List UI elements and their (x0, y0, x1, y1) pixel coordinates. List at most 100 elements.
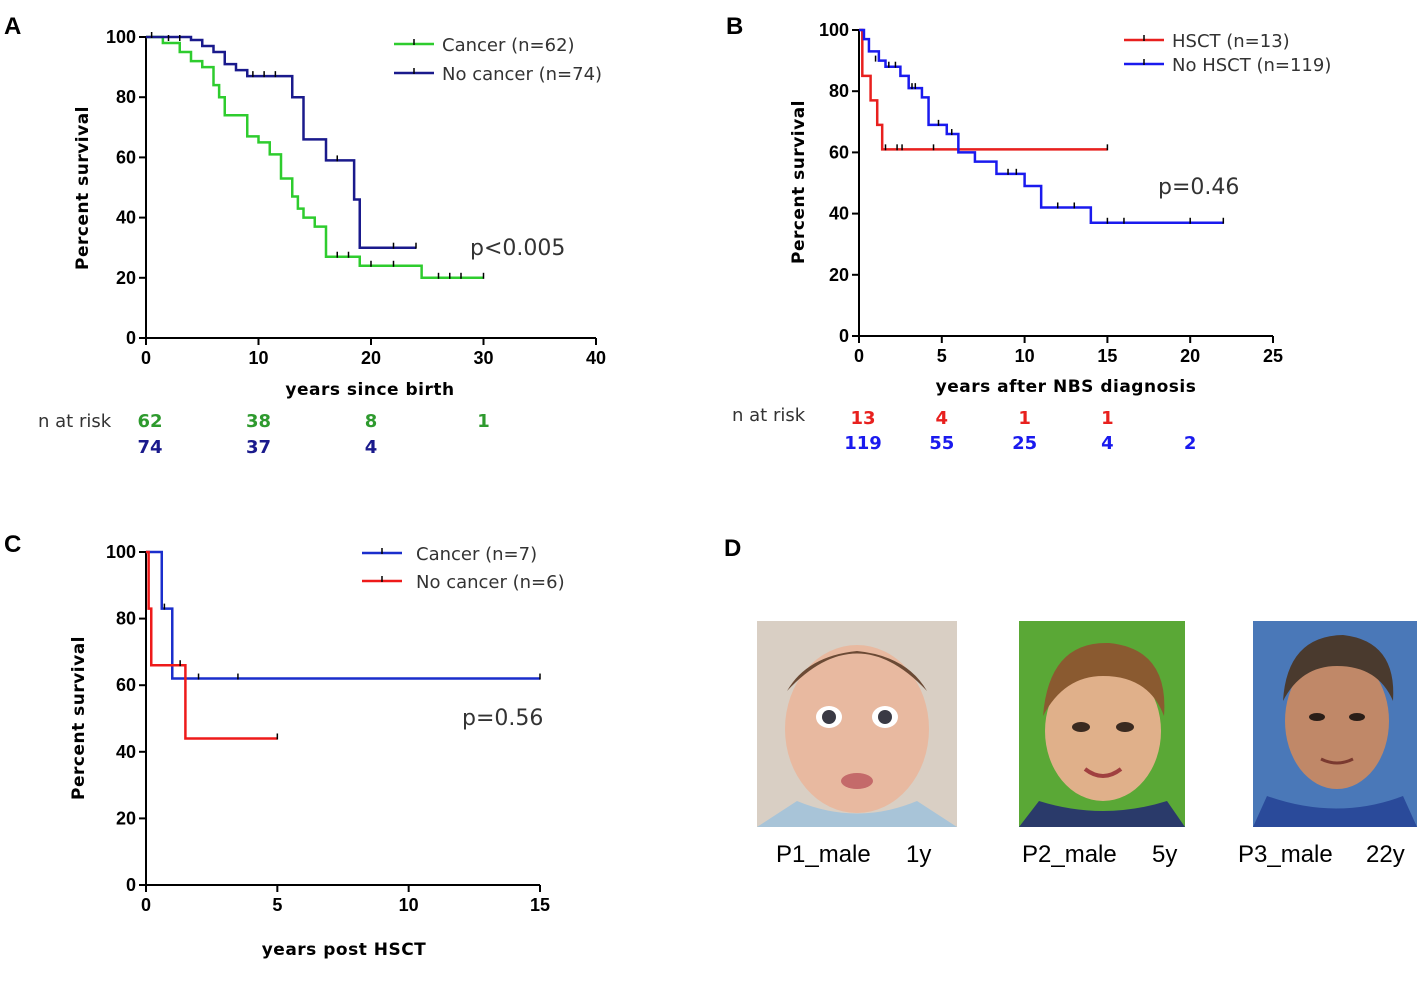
panel-a-y-axis-label: Percent survival (73, 106, 93, 270)
photo-p2-mouth (1083, 767, 1123, 778)
photo-p2-face (1045, 661, 1161, 801)
photo-p1 (757, 621, 957, 827)
photo-p1-age: 1y (906, 841, 931, 868)
photo-p3-eye-left (1309, 713, 1325, 721)
risk-value: 4 (365, 437, 378, 458)
photo-p1-pupil-right (878, 710, 892, 724)
photo-p1-pupil-left (822, 710, 836, 724)
panel-b-legend: HSCT (n=13) No HSCT (n=119) (1124, 31, 1331, 76)
panel-a-risk-table: 62 38 8 1 74 37 4 (137, 411, 489, 458)
panel-b-curves (859, 28, 1225, 225)
survival-curve-series-1 (859, 28, 1108, 151)
photo-p2-eye-right (1116, 722, 1134, 732)
risk-value: 1 (1101, 408, 1114, 429)
x-tick-label: 20 (361, 348, 381, 368)
panel-c-chart: 0 20 40 60 80 100 0 5 10 15 Cancer (n=7) No cance… (69, 542, 565, 960)
photo-p2-label: P2_male (1022, 841, 1117, 868)
photo-p3-hair (1283, 635, 1394, 701)
panel-b-legend-hsct: HSCT (n=13) (1172, 31, 1290, 52)
y-tick-label: 80 (116, 87, 136, 107)
x-tick-label: 40 (586, 348, 606, 368)
y-tick-label: 60 (829, 142, 849, 162)
photo-p2-eye-left (1072, 722, 1090, 732)
y-tick-label: 80 (116, 609, 136, 629)
panel-a-legend-cancer: Cancer (n=62) (442, 35, 575, 56)
survival-curve-series-2 (146, 550, 278, 740)
panel-b-risk-header: n at risk (732, 405, 806, 426)
risk-value: 4 (936, 408, 949, 429)
panel-letter-d: D (724, 535, 741, 562)
y-tick-label: 60 (116, 147, 136, 167)
y-tick-label: 0 (126, 875, 136, 895)
panel-a-risk-header: n at risk (38, 411, 112, 432)
y-tick-label: 0 (839, 326, 849, 346)
y-tick-label: 80 (829, 81, 849, 101)
panel-letter-c: C (4, 531, 21, 558)
photo-p1-mouth (841, 773, 873, 789)
photo-p2-age: 5y (1152, 841, 1177, 868)
panel-c-legend-no-cancer: No cancer (n=6) (416, 572, 565, 593)
x-tick-label: 25 (1263, 346, 1283, 366)
x-tick-label: 0 (141, 895, 151, 915)
risk-value: 25 (1012, 433, 1037, 454)
risk-value: 119 (844, 433, 882, 454)
panel-a-legend-no-cancer: No cancer (n=74) (442, 64, 602, 85)
panel-c-legend-cancer: Cancer (n=7) (416, 544, 537, 565)
risk-value: 1 (477, 411, 490, 432)
risk-value: 55 (929, 433, 954, 454)
panel-c-p-value: p=0.56 (462, 706, 543, 731)
x-tick-label: 5 (937, 346, 947, 366)
x-tick-label: 10 (399, 895, 419, 915)
panel-c-legend: Cancer (n=7) No cancer (n=6) (362, 544, 565, 593)
y-tick-label: 60 (116, 675, 136, 695)
y-tick-label: 20 (116, 808, 136, 828)
panel-b-chart: 0 20 40 60 80 100 0 5 10 15 20 25 HSCT (n=13) No HS… (732, 20, 1331, 454)
photo-p3-eye-right (1349, 713, 1365, 721)
y-tick-label: 40 (829, 204, 849, 224)
x-tick-label: 15 (530, 895, 550, 915)
risk-value: 37 (246, 437, 271, 458)
panel-b-p-value: p=0.46 (1158, 175, 1239, 200)
x-tick-label: 30 (473, 348, 493, 368)
photo-p3-clothing (1253, 796, 1417, 827)
survival-curve-series-1 (146, 550, 540, 680)
risk-value: 74 (137, 437, 162, 458)
panel-letter-a: A (4, 13, 21, 40)
photo-p2-hair (1043, 642, 1165, 716)
survival-curve-series-2 (859, 28, 1224, 225)
panel-a-curves (146, 32, 485, 280)
x-tick-label: 15 (1097, 346, 1117, 366)
photo-p2-clothing (1019, 801, 1185, 827)
y-tick-label: 40 (116, 208, 136, 228)
x-tick-label: 10 (1015, 346, 1035, 366)
panel-c-axes: 0 20 40 60 80 100 0 5 10 15 (106, 542, 550, 915)
y-tick-label: 20 (116, 268, 136, 288)
risk-value: 13 (850, 408, 875, 429)
x-tick-label: 0 (854, 346, 864, 366)
x-tick-label: 5 (272, 895, 282, 915)
panel-a-x-axis-label: years since birth (285, 380, 454, 400)
panel-b-legend-no-hsct: No HSCT (n=119) (1172, 55, 1331, 76)
risk-value: 8 (365, 411, 378, 432)
risk-value: 62 (137, 411, 162, 432)
y-tick-label: 100 (106, 542, 136, 562)
y-tick-label: 0 (126, 328, 136, 348)
photo-p3-age: 22y (1366, 841, 1405, 868)
photo-p1-hair (787, 651, 927, 691)
risk-value: 1 (1018, 408, 1031, 429)
photo-p3-mouth (1320, 757, 1354, 765)
photo-p3 (1253, 621, 1417, 827)
panel-b-x-axis-label: years after NBS diagnosis (936, 377, 1197, 397)
photo-p1-clothing (757, 801, 957, 827)
y-tick-label: 100 (106, 27, 136, 47)
photo-p3-label: P3_male (1238, 841, 1333, 868)
survival-curve-series-2 (146, 35, 416, 249)
panel-c-y-axis-label: Percent survival (69, 636, 89, 800)
panel-b-axes: 0 20 40 60 80 100 0 5 10 15 20 25 (819, 20, 1283, 366)
panel-letter-b: B (726, 13, 743, 40)
x-tick-label: 20 (1180, 346, 1200, 366)
panel-b-risk-table: 13 4 1 1 119 55 25 4 2 (844, 408, 1196, 454)
y-tick-label: 20 (829, 265, 849, 285)
x-tick-label: 0 (141, 348, 151, 368)
